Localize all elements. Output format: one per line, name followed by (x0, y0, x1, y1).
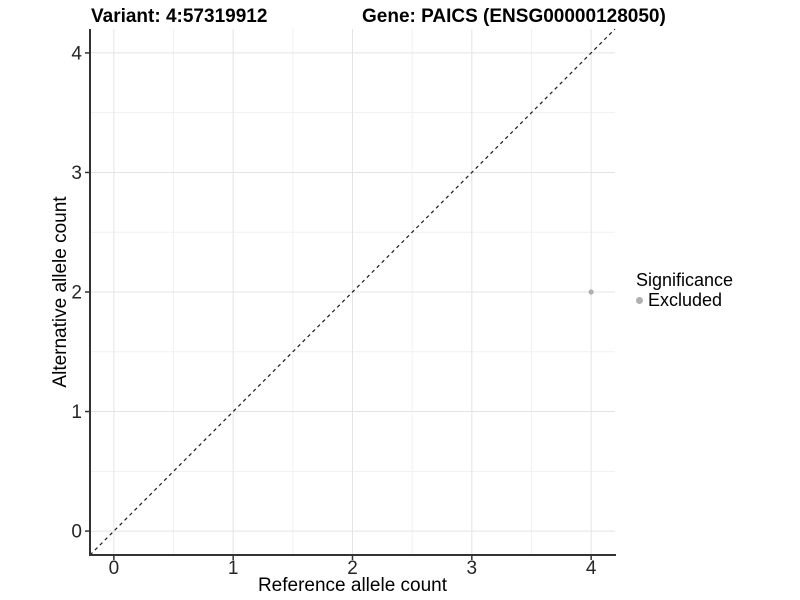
tick-labels: 0 1 2 3 4 0 1 2 3 4 (71, 43, 596, 579)
y-tick-label: 3 (71, 163, 82, 184)
data-points (588, 289, 594, 295)
x-axis-title: Reference allele count (258, 575, 448, 596)
y-tick-label: 1 (71, 402, 82, 423)
axes (85, 29, 616, 560)
x-tick-label: 1 (228, 558, 239, 579)
legend: Significance Excluded (636, 270, 733, 310)
y-tick-label: 4 (71, 43, 82, 64)
legend-title: Significance (636, 270, 734, 290)
y-tick-label: 2 (71, 283, 82, 304)
legend-item-label: Excluded (648, 289, 723, 310)
data-point (588, 289, 594, 295)
x-tick-label: 0 (109, 558, 120, 579)
x-tick-label: 2 (347, 558, 358, 579)
variant-title: Variant: 4:57319912 (91, 6, 267, 27)
legend-point-icon (636, 296, 643, 304)
gene-title: Gene: PAICS (ENSG00000128050) (362, 6, 666, 27)
identity-dashed-line (89, 28, 616, 556)
legend-items: Excluded (636, 290, 733, 310)
y-axis-title: Alternative allele count (50, 196, 71, 388)
y-tick-label: 0 (71, 522, 82, 543)
legend-item: Excluded (636, 290, 733, 310)
x-tick-label: 4 (586, 558, 597, 579)
x-tick-label: 3 (467, 558, 478, 579)
